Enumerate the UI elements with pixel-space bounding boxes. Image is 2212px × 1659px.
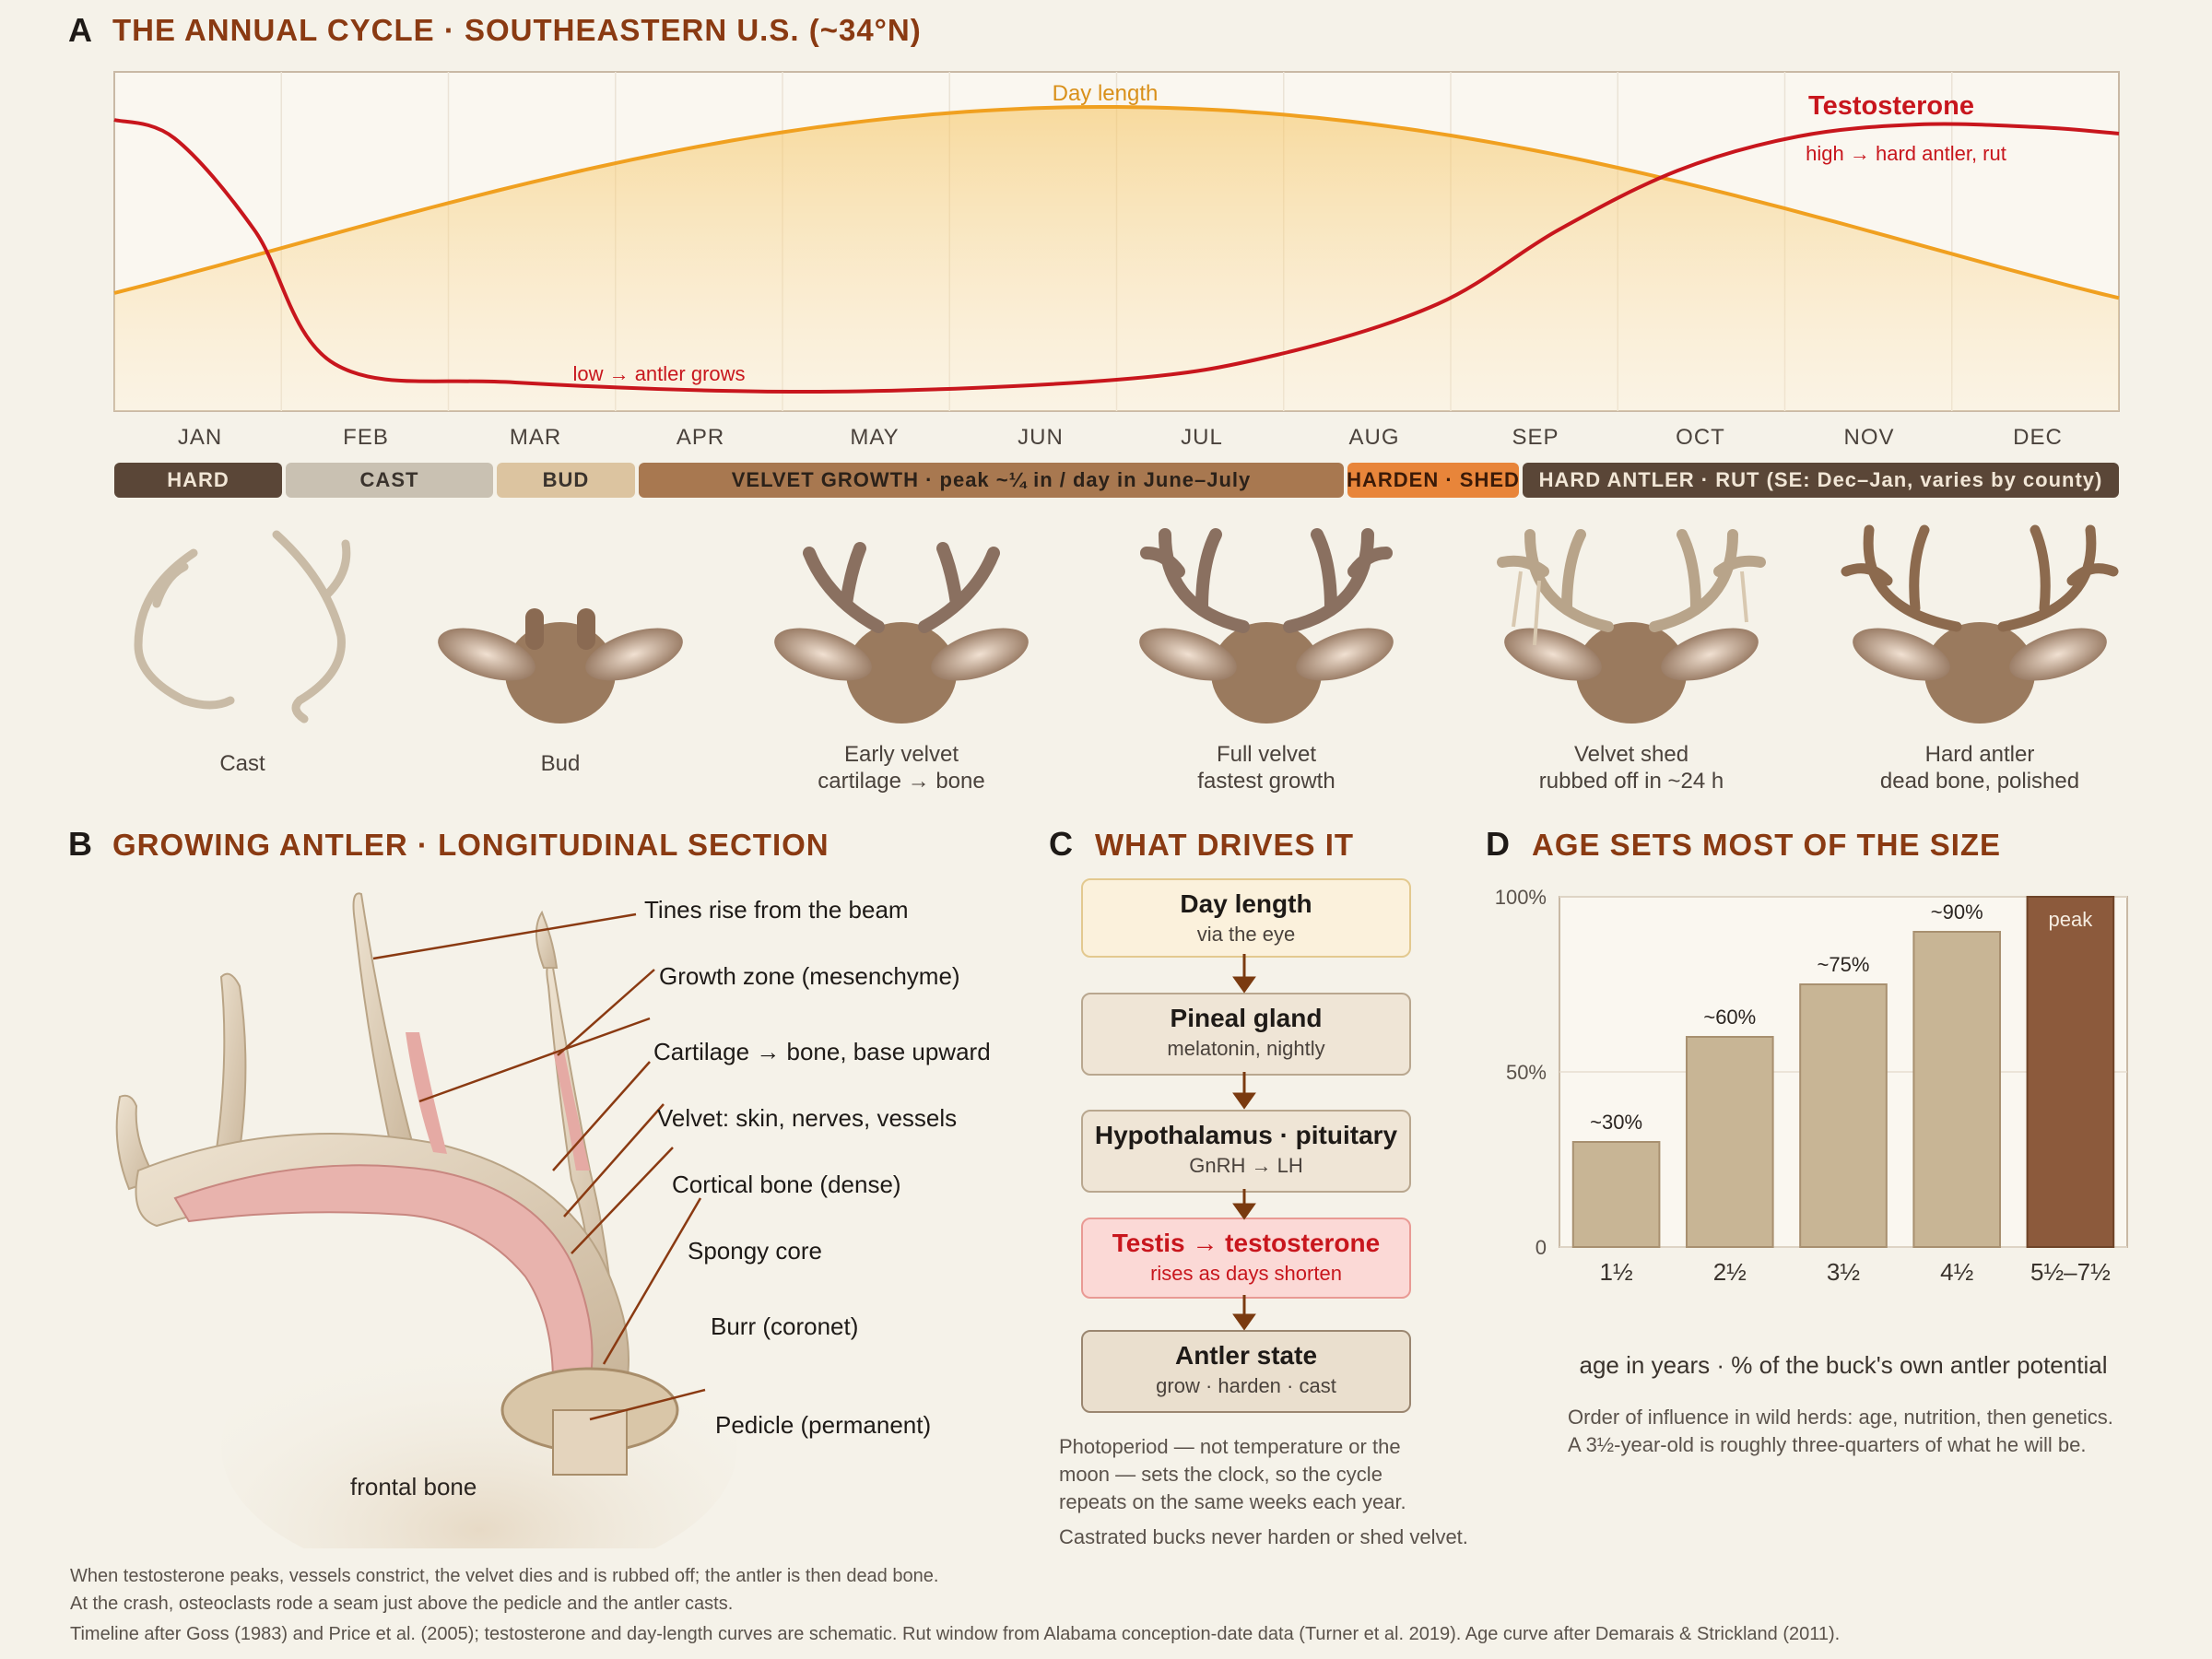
bar-1 — [1571, 1141, 1661, 1248]
section-d-title: AGE SETS MOST OF THE SIZE — [1532, 828, 2002, 862]
day-length-area — [114, 107, 2119, 411]
testosterone-high-label: high → hard antler, rut — [1806, 142, 2006, 165]
bar-data-label: ~60% — [1703, 1006, 1756, 1029]
section-c-title: WHAT DRIVES IT — [1095, 828, 1355, 862]
flow-arrows — [1232, 954, 1256, 1331]
month-apr: APR — [676, 425, 725, 450]
bar-x-tick-label: 3½ — [1827, 1258, 1860, 1286]
month-feb: FEB — [343, 425, 389, 450]
section-a-letter: A — [68, 11, 92, 49]
footer-line-1: When testosterone peaks, vessels constri… — [70, 1566, 939, 1586]
antler-stage-illustrations — [134, 524, 2119, 724]
phase-bud: BUD — [497, 463, 635, 498]
month-jun: JUN — [1018, 425, 1064, 450]
callout-growth-zone: Growth zone (mesenchyme) — [659, 962, 960, 990]
bar-chart-xlabel: age in years · % of the buck's own antle… — [1580, 1351, 2108, 1379]
callout-spongy-core: Spongy core — [688, 1237, 822, 1265]
bar-chart-y-ticks: 0 50% 100% — [1495, 886, 1547, 1259]
flow-step-testis: Testis → testosterone rises as days shor… — [1081, 1218, 1411, 1299]
phase-hard: HARD — [114, 463, 282, 498]
flow-step-hypothalamus: Hypothalamus · pituitary GnRH → LH — [1081, 1110, 1411, 1193]
section-c-letter: C — [1049, 825, 1073, 863]
section-b-title: GROWING ANTLER · LONGITUDINAL SECTION — [112, 828, 830, 862]
callout-tines: Tines rise from the beam — [644, 896, 909, 924]
stage-label-early-velvet: Early velvet cartilage → bone — [818, 742, 985, 794]
month-dec: DEC — [2013, 425, 2063, 450]
pedicle-shape — [552, 1409, 628, 1476]
annual-cycle-chart: Day length Testosterone high → hard antl… — [113, 71, 2120, 412]
footer-line-3: Timeline after Goss (1983) and Price et … — [70, 1624, 1841, 1644]
callout-pedicle: Pedicle (permanent) — [715, 1411, 932, 1439]
bar-3 — [1799, 983, 1888, 1248]
month-sep: SEP — [1512, 425, 1559, 450]
month-may: MAY — [850, 425, 900, 450]
bar-data-label: ~75% — [1818, 953, 1870, 976]
callout-leader-lines — [372, 912, 706, 1421]
month-nov: NOV — [1843, 425, 1895, 450]
bar-5 — [2026, 896, 2115, 1248]
testosterone-curve — [113, 118, 2120, 394]
phase-hard-antler-rut: HARD ANTLER · RUT (SE: Dec–Jan, varies b… — [1523, 463, 2119, 498]
flow-step-pineal: Pineal gland melatonin, nightly — [1081, 993, 1411, 1076]
age-bar-chart: 0 50% 100% ~30% ~60% ~75% ~90% peak 1½ 2½ 3½ 4½ 5½… — [1495, 886, 2128, 1379]
testosterone-low-label: low → antler grows — [572, 362, 745, 385]
phase-cast: CAST — [286, 463, 493, 498]
section-d-note: Order of influence in wild herds: age, n… — [1568, 1406, 2113, 1456]
stage-label-cast: Cast — [219, 751, 265, 776]
footer-line-2: At the crash, osteoclasts rode a seam ju… — [70, 1594, 734, 1614]
month-mar: MAR — [509, 425, 562, 450]
month-jan: JAN — [177, 425, 223, 450]
stage-label-full-velvet: Full velvet fastest growth — [1197, 742, 1335, 794]
callout-burr: Burr (coronet) — [711, 1312, 859, 1340]
antler-section-illustration — [115, 892, 737, 1548]
bar-chart-y-tick-label: 50% — [1506, 1061, 1547, 1084]
bar-data-label: peak — [2049, 908, 2094, 931]
bar-x-tick-label: 2½ — [1713, 1258, 1747, 1286]
day-length-label: Day length — [1053, 81, 1159, 106]
stage-label-hard-antler: Hard antler dead bone, polished — [1879, 742, 2080, 794]
stage-label-bud: Bud — [540, 751, 581, 776]
section-c-note: Photoperiod — not temperature or the moo… — [1059, 1435, 1406, 1513]
hard-antler-head-icon — [1841, 524, 2119, 724]
month-jul: JUL — [1181, 425, 1223, 450]
section-d-letter: D — [1486, 825, 1510, 863]
bud-head-icon — [438, 608, 683, 724]
early-velvet-head-icon — [774, 542, 1029, 724]
bar-chart-data-labels: ~30% ~60% ~75% ~90% peak — [1590, 900, 2093, 1134]
bar-chart-x-ticks: 1½ 2½ 3½ 4½ 5½–7½ — [1600, 1258, 2111, 1286]
callout-velvet: Velvet: skin, nerves, vessels — [657, 1104, 958, 1132]
full-velvet-head-icon — [1139, 528, 1394, 724]
stage-label-velvet-shed: Velvet shed rubbed off in ~24 h — [1538, 742, 1724, 794]
callout-cartilage: Cartilage → bone, base upward — [653, 1038, 991, 1065]
day-length-curve — [113, 105, 2120, 300]
section-a-title: THE ANNUAL CYCLE · SOUTHEASTERN U.S. (~3… — [112, 13, 922, 47]
bar-4 — [1912, 931, 2002, 1248]
section-b-letter: B — [68, 825, 92, 863]
phase-velvet-growth: VELVET GROWTH · peak ~¼ in / day in June… — [639, 463, 1344, 498]
testosterone-label: Testosterone — [1808, 91, 1974, 121]
flow-step-day-length: Day length via the eye — [1081, 878, 1411, 958]
bar-x-tick-label: 5½–7½ — [2030, 1258, 2111, 1286]
frontal-bone-label: frontal bone — [350, 1473, 477, 1500]
month-oct: OCT — [1676, 425, 1725, 450]
bar-chart-y-tick-label: 100% — [1495, 886, 1547, 909]
velvet-shed-head-icon — [1497, 529, 1766, 724]
cast-antlers-icon — [134, 530, 351, 724]
bar-2 — [1685, 1036, 1774, 1248]
month-aug: AUG — [1348, 425, 1400, 450]
growth-zone-shape — [406, 1032, 447, 1154]
callout-cortical-bone: Cortical bone (dense) — [672, 1171, 901, 1198]
bar-data-label: ~30% — [1590, 1111, 1642, 1134]
section-c-note-castrated: Castrated bucks never harden or shed vel… — [1059, 1525, 1468, 1548]
bar-x-tick-label: 4½ — [1940, 1258, 1973, 1286]
phase-harden-shed: HARDEN · SHED — [1347, 463, 1519, 498]
bar-x-tick-label: 1½ — [1600, 1258, 1633, 1286]
bar-chart-bars — [1571, 896, 2115, 1248]
bar-data-label: ~90% — [1931, 900, 1983, 924]
flow-step-antler-state: Antler state grow · harden · cast — [1081, 1330, 1411, 1413]
bar-chart-y-tick-label: 0 — [1535, 1236, 1547, 1259]
